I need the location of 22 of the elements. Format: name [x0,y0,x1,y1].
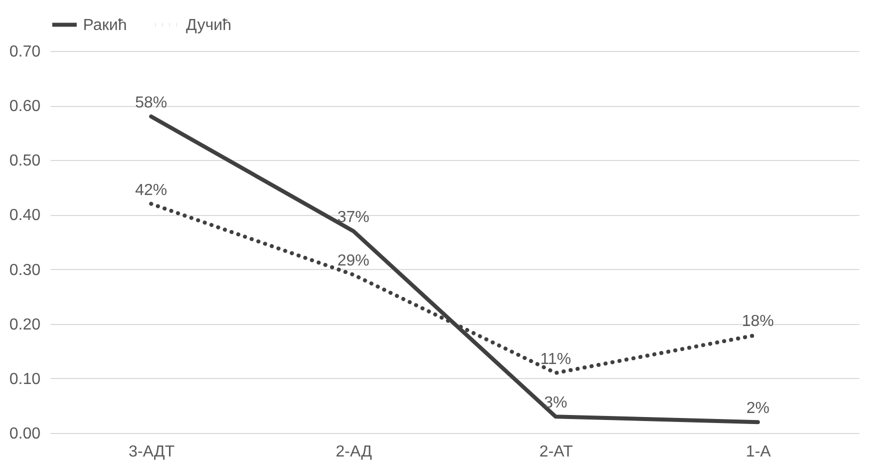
data-label: 11% [540,350,572,368]
y-tick-label: 0.00 [9,426,41,442]
x-tick-label: 1-А [746,444,772,460]
x-tick-label: 3-АДТ [128,444,175,460]
y-tick-label: 0.10 [9,370,41,388]
x-tick-label: 2-АТ [539,444,574,460]
y-tick-label: 0.60 [9,98,41,116]
data-label: 29% [337,252,370,270]
data-label: 3% [544,394,568,412]
y-tick-label: 0.20 [9,316,41,334]
data-label: 18% [742,312,774,330]
y-tick-label: 0.30 [9,262,41,279]
legend-label: Дучић [186,16,232,34]
data-label: 2% [746,400,770,418]
data-label: 58% [135,94,168,112]
data-label: 42% [135,182,168,199]
y-tick-label: 0.70 [9,44,41,60]
x-tick-label: 2-АД [336,444,372,460]
legend-label: Ракић [83,16,127,34]
y-tick-label: 0.40 [9,207,41,224]
data-label: 37% [337,209,370,226]
y-tick-label: 0.50 [9,152,41,170]
